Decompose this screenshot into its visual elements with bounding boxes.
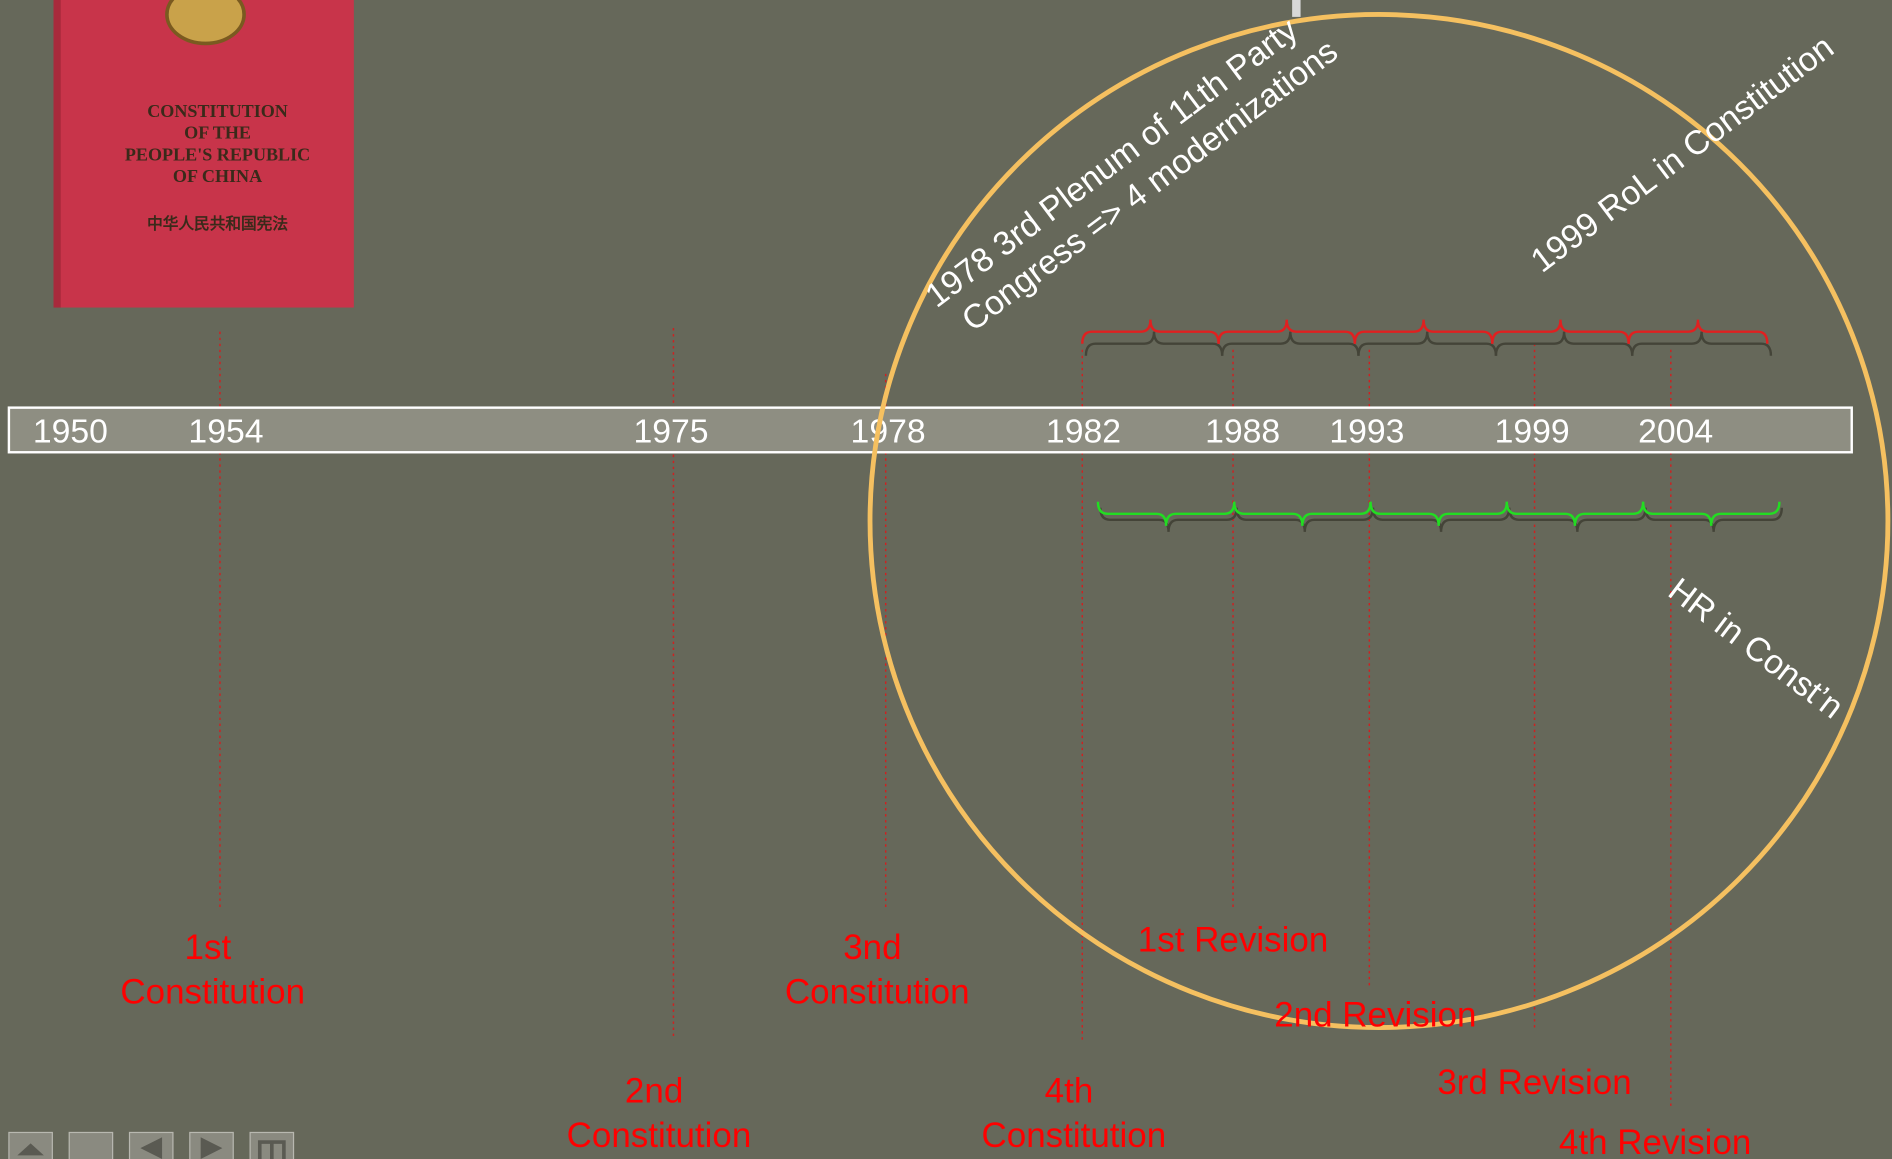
event-line-text: 1st — [185, 928, 232, 967]
year: 1954 — [188, 413, 263, 451]
book-line: OF CHINA — [173, 166, 262, 186]
year: 1988 — [1205, 413, 1280, 451]
event-label: 2nd Revision — [1274, 995, 1476, 1034]
year: 1982 — [1046, 413, 1121, 451]
nav-button[interactable] — [69, 1132, 112, 1159]
event-line-text: 3nd — [843, 928, 901, 967]
event-line-text: 4th — [1045, 1071, 1094, 1110]
event-line-text: Constitution — [785, 972, 970, 1011]
year: 1950 — [33, 413, 108, 451]
event-line-text: Constitution — [982, 1116, 1167, 1155]
event-line-text: Constitution — [120, 972, 305, 1011]
book-cover: CONSTITUTION OF THE PEOPLE'S REPUBLIC OF… — [54, 0, 354, 308]
emblem — [167, 0, 244, 43]
book-line: PEOPLE'S REPUBLIC — [125, 144, 310, 164]
year: 2004 — [1638, 413, 1713, 451]
slide: CONSTITUTION OF THE PEOPLE'S REPUBLIC OF… — [0, 0, 1892, 1159]
event-line-text: Constitution — [567, 1116, 752, 1155]
book-spine — [54, 0, 61, 308]
nav-buttons — [9, 1132, 294, 1159]
event-label: 4th Revision — [1559, 1123, 1751, 1159]
year: 1975 — [633, 413, 708, 451]
timeline-bar — [9, 408, 1852, 453]
book-line: CONSTITUTION — [147, 101, 288, 121]
book-chinese: 中华人民共和国宪法 — [147, 214, 288, 233]
event-label: 1st Revision — [1138, 921, 1328, 960]
page: {"book": {"lines": ["CONSTITUTION", "OF … — [0, 0, 1892, 1159]
event-label: 3rd Revision — [1437, 1063, 1631, 1102]
event-line-text: 2nd — [625, 1071, 683, 1110]
year: 1978 — [851, 413, 926, 451]
book-line: OF THE — [184, 123, 251, 143]
year: 1993 — [1329, 413, 1404, 451]
year: 1999 — [1495, 413, 1570, 451]
